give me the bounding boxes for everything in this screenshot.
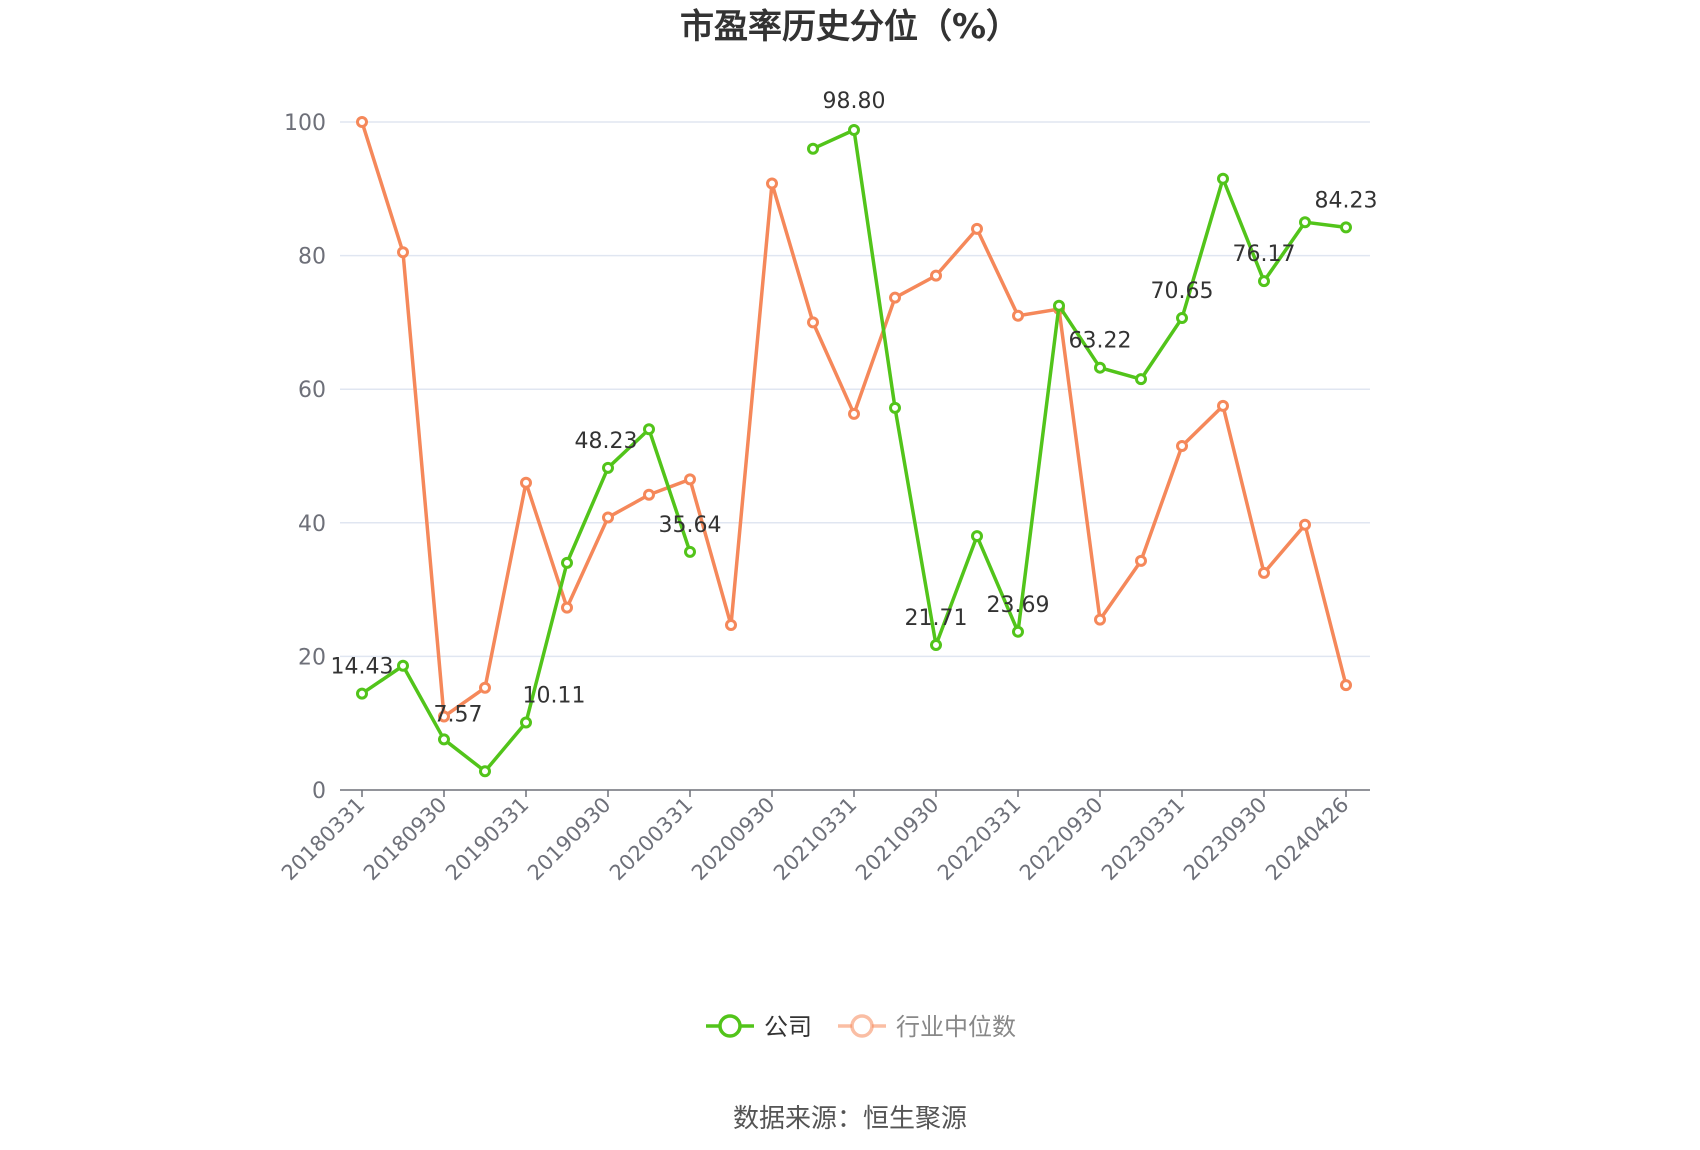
series-1-point-20190331 [520,476,532,489]
data-label-20220331: 23.69 [987,593,1050,618]
series-0-point-20230930 [1258,275,1270,288]
series-0-point-20180930 [438,733,450,746]
x-tick-label-20220331: 20220331 [933,793,1026,886]
y-tick-label-20: 20 [298,645,326,670]
series-1-point-20191231 [643,488,655,501]
series-1-point-20180930 [438,710,450,723]
series-0-point-20180630 [397,659,409,672]
series-0-point-20210630 [889,401,901,414]
series-1-point-20230930 [1258,566,1270,579]
series-1-point-20231231 [1299,518,1311,531]
series-1-point-20180630 [397,246,409,259]
series-0-point-20200331 [684,545,696,558]
series-1-point-20210630 [889,291,901,304]
series-0-point-20231231 [1299,216,1311,229]
x-tick-label-20180930: 20180930 [359,793,452,886]
series-1-point-20240426 [1340,679,1352,692]
data-label-20230930: 76.17 [1233,242,1296,267]
series-1-point-20210331 [848,407,860,420]
x-tick-label-20190331: 20190331 [441,793,534,886]
series-group [356,116,1352,778]
x-tick-label-20210331: 20210331 [769,793,862,886]
series-0-point-20230331 [1176,312,1188,325]
series-1-point-20181231 [479,681,491,694]
x-tick-label-20220930: 20220930 [1015,793,1108,886]
legend-marker-0 [718,1014,742,1038]
y-tick-label-60: 60 [298,378,326,403]
series-0-point-20210930 [930,638,942,651]
grid-lines [340,121,1370,658]
x-tick-label-20200930: 20200930 [687,793,780,886]
y-axis-ticks: 0 20 40 60 80 100 [284,111,326,804]
series-0-point-20180331 [356,687,368,700]
series-0-point-20190630 [561,556,573,569]
series-0-point-20220630 [1053,299,1065,312]
data-label-20190930: 48.23 [575,429,638,454]
x-tick-label-20230331: 20230331 [1097,793,1190,886]
series-1-point-20200331 [684,473,696,486]
series-0-point-20210331 [848,124,860,137]
series-1-point-20200930 [766,177,778,190]
data-labels: 14.43 7.57 10.11 48.23 35.64 98.80 21.71 23.69 6… [331,89,1378,727]
legend-marker-1 [850,1014,874,1038]
series-0-point-20190930 [602,461,614,474]
data-label-20180331: 14.43 [331,655,394,680]
series-0-point-20221231 [1135,373,1147,386]
chart-title: 市盈率历史分位（%） [680,7,1020,47]
x-tick-label-20210930: 20210930 [851,793,944,886]
series-1-point-20230331 [1176,439,1188,452]
y-tick-label-80: 80 [298,245,326,270]
y-tick-label-40: 40 [298,512,326,537]
x-tick-label-20240426: 20240426 [1261,793,1354,886]
x-tick-label-20180331: 20180331 [277,793,370,886]
series-1-point-20230630 [1217,399,1229,412]
data-label-20190331: 10.11 [523,683,586,708]
series-1-point-20211231 [971,222,983,235]
series-0-point-20190331 [520,716,532,729]
x-tick-label-20200331: 20200331 [605,793,698,886]
legend-label-1: 行业中位数 [896,1013,1016,1041]
legend: 公司 行业中位数 [706,1013,1016,1041]
series-1-point-20190630 [561,601,573,614]
data-label-20220930: 63.22 [1069,329,1132,354]
data-label-20210331: 98.80 [823,89,886,114]
data-label-20210930: 21.71 [905,606,968,631]
x-tick-label-20190930: 20190930 [523,793,616,886]
data-label-20200331: 35.64 [659,513,722,538]
series-0-point-20201231 [807,142,819,155]
series-1-point-20221231 [1135,554,1147,567]
x-tick-label-20230930: 20230930 [1179,793,1272,886]
series-1-point-20180331 [356,116,368,128]
series-1-point-20220331 [1012,309,1024,322]
data-label-20180930: 7.57 [434,702,483,727]
series-1-point-20200630 [725,619,737,632]
series-0-point-20220331 [1012,625,1024,638]
series-1-point-20190930 [602,511,614,524]
series-1-point-20220930 [1094,613,1106,626]
x-axis: 2018033120180930201903312019093020200331… [277,789,1370,886]
series-0-point-20220930 [1094,361,1106,374]
legend-label-0: 公司 [764,1013,812,1041]
data-label-20230331: 70.65 [1151,279,1214,304]
series-line-0-segment-1 [812,128,1347,647]
y-tick-label-0: 0 [312,779,326,804]
series-1-point-20201231 [807,316,819,329]
source-note: 数据来源：恒生聚源 [733,1104,967,1134]
data-label-20240426: 84.23 [1315,188,1378,213]
series-1-point-20210930 [930,269,942,282]
series-0-point-20240426 [1340,221,1352,234]
series-0-point-20181231 [479,765,491,778]
series-0-point-20191231 [643,423,655,436]
y-tick-label-100: 100 [284,111,326,136]
series-0-point-20211231 [971,530,983,543]
series-0-point-20230630 [1217,172,1229,185]
